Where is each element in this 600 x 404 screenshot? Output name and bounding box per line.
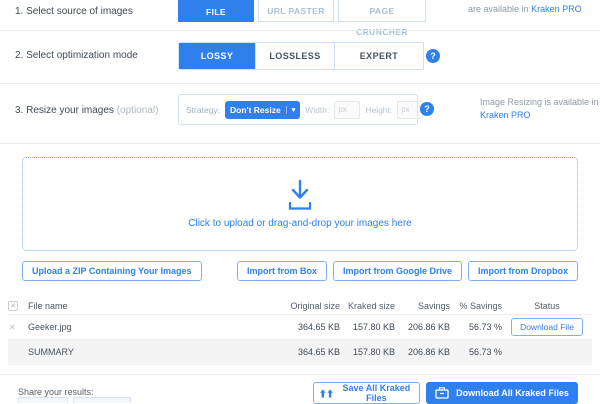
strategy-dropdown[interactable]: Don't Resize ▾ xyxy=(225,100,301,119)
results-table: ✕ File name Original size Kraked size Sa… xyxy=(8,298,592,365)
divider-2 xyxy=(0,83,600,84)
tab-url-paster[interactable]: URL PASTER xyxy=(258,0,334,22)
save-all-label: Save All Kraked Files xyxy=(342,383,411,403)
help-icon-resize[interactable]: ? xyxy=(420,102,434,116)
width-label: Width: xyxy=(305,104,330,115)
step3-label-optional: (optional) xyxy=(116,105,159,116)
step3-label-main: 3. Resize your images xyxy=(15,105,114,116)
strategy-value: Don't Resize xyxy=(230,104,281,115)
upload-dropzone[interactable]: Click to upload or drag-and-drop your im… xyxy=(22,157,578,251)
step1-label: 1. Select source of images xyxy=(15,6,133,17)
mode-expert[interactable]: EXPERT xyxy=(334,43,423,69)
optimization-mode-group: LOSSY LOSSLESS EXPERT xyxy=(178,42,424,70)
header-original-size: Original size xyxy=(290,301,340,311)
download-all-kraked-button[interactable]: Download All Kraked Files xyxy=(426,382,578,404)
cloud-save-arrows-icon xyxy=(320,388,333,398)
divider-footer xyxy=(0,374,600,375)
dropzone-text: Click to upload or drag-and-drop your im… xyxy=(188,218,412,229)
import-dropbox-button[interactable]: Import from Dropbox xyxy=(468,261,578,281)
pct-savings-cell: 56.73 % xyxy=(468,322,502,332)
summary-pct-savings: 56.73 % xyxy=(468,347,502,357)
share-results-label: Share your results: xyxy=(18,387,94,397)
import-buttons-group: Import from Box Import from Google Drive… xyxy=(236,261,578,281)
import-box-button[interactable]: Import from Box xyxy=(236,261,327,281)
tab-page-cruncher[interactable]: PAGE CRUNCHER xyxy=(338,0,426,37)
pro-note-resize: Image Resizing is available in Kraken PR… xyxy=(480,96,599,122)
header-kraked-size: Kraked size xyxy=(347,301,395,311)
resize-controls: Strategy: Don't Resize ▾ Width: Height: xyxy=(178,94,424,125)
summary-row: SUMMARY 364.65 KB 157.80 KB 206.86 KB 56… xyxy=(8,340,592,365)
divider-1 xyxy=(0,30,600,31)
summary-label: SUMMARY xyxy=(28,347,74,357)
upload-zip-button[interactable]: Upload a ZIP Containing Your Images xyxy=(22,261,202,281)
tab-file-uploader[interactable]: FILE UPLOADER xyxy=(178,0,254,39)
share-button-stub-2[interactable] xyxy=(73,397,131,403)
header-file-name: File name xyxy=(28,301,68,311)
share-button-stub-1[interactable] xyxy=(18,397,68,403)
kraked-size-cell: 157.80 KB xyxy=(352,322,395,332)
strategy-label: Strategy: xyxy=(186,104,221,115)
height-input[interactable] xyxy=(397,100,424,119)
summary-original-size: 364.65 KB xyxy=(297,347,340,357)
step3-label: 3. Resize your images (optional) xyxy=(15,105,158,116)
step2-label: 2. Select optimization mode xyxy=(15,50,138,61)
divider-3 xyxy=(0,143,600,144)
savings-cell: 206.86 KB xyxy=(407,322,450,332)
original-size-cell: 364.65 KB xyxy=(297,322,340,332)
summary-savings: 206.86 KB xyxy=(407,347,450,357)
mode-lossless[interactable]: LOSSLESS xyxy=(255,43,334,69)
kraken-pro-link-top[interactable]: Kraken PRO xyxy=(531,4,582,14)
header-savings: Savings xyxy=(417,301,450,311)
table-header-row: ✕ File name Original size Kraked size Sa… xyxy=(8,298,592,314)
download-file-button[interactable]: Download File xyxy=(511,318,583,336)
remove-file-icon[interactable]: ✕ xyxy=(9,322,16,332)
header-pct-savings: % Savings xyxy=(459,301,502,311)
mode-lossy[interactable]: LOSSY xyxy=(179,43,255,69)
header-status: Status xyxy=(534,301,560,311)
pro-note-top-text: are available in xyxy=(468,4,529,14)
import-gdrive-button[interactable]: Import from Google Drive xyxy=(332,261,462,281)
remove-all-icon[interactable]: ✕ xyxy=(8,301,18,311)
archive-box-icon xyxy=(435,387,449,399)
kraken-pro-link-resize[interactable]: Kraken PRO xyxy=(480,110,531,120)
summary-kraked-size: 157.80 KB xyxy=(352,347,395,357)
file-name-cell: Geeker.jpg xyxy=(28,322,72,332)
pro-note-top: are available in Kraken PRO xyxy=(468,3,582,16)
download-all-label: Download All Kraked Files xyxy=(456,388,569,398)
download-arrow-icon xyxy=(288,179,312,210)
table-row: ✕ Geeker.jpg 364.65 KB 157.80 KB 206.86 … xyxy=(8,314,592,340)
save-all-kraked-button[interactable]: Save All Kraked Files xyxy=(313,382,420,404)
chevron-down-icon: ▾ xyxy=(285,105,295,114)
height-label: Height: xyxy=(365,104,393,115)
width-input[interactable] xyxy=(334,100,361,119)
help-icon-optimization[interactable]: ? xyxy=(426,49,440,63)
pro-note-resize-text: Image Resizing is available in xyxy=(480,97,599,107)
